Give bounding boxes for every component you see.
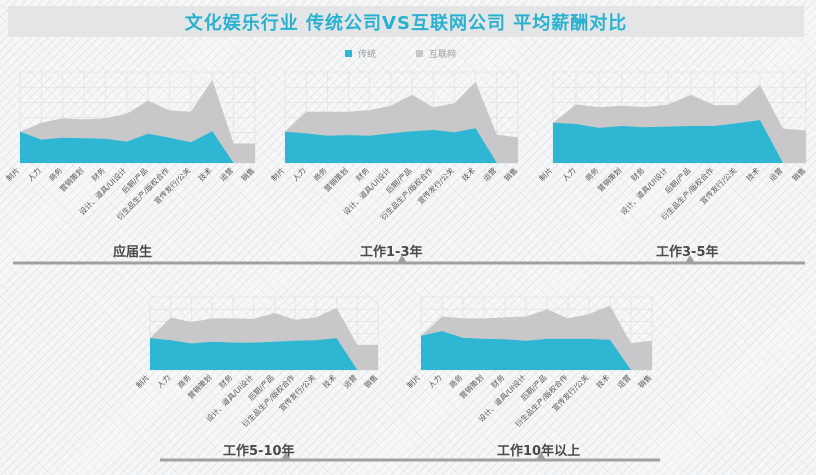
timeline-marker-10plus	[536, 452, 546, 460]
tick-label: 运营	[615, 372, 633, 390]
period-label-1-3: 工作1-3年	[360, 245, 423, 260]
title-bar: 文化娱乐行业 传统公司VS互联网公司 平均薪酬对比	[8, 6, 804, 37]
period-label-5-10: 工作5-10年	[223, 444, 295, 459]
series-area-traditional	[553, 120, 806, 163]
legend-item-internet: 互联网	[416, 47, 456, 60]
legend-item-traditional: 传统	[345, 47, 376, 60]
legend-label-internet: 互联网	[429, 50, 457, 60]
legend-swatch-traditional	[345, 50, 352, 57]
tick-label: 财务	[489, 372, 507, 390]
series-area-traditional	[150, 338, 378, 370]
series-area-traditional	[285, 128, 518, 163]
legend: 传统 互联网	[345, 47, 456, 60]
period-label-3-5: 工作3-5年	[656, 245, 719, 260]
period-label-10plus: 工作10年以上	[497, 444, 581, 459]
period-label-fresh: 应届生	[113, 245, 153, 260]
page-title: 文化娱乐行业 传统公司VS互联网公司 平均薪酬对比	[184, 12, 628, 34]
timeline-marker-1-3	[397, 255, 407, 263]
tick-label: 技术	[594, 372, 612, 390]
timeline-marker-3-5	[685, 255, 695, 263]
tick-label: 销售	[636, 372, 654, 390]
legend-label-traditional: 传统	[358, 50, 377, 60]
timeline-marker-5-10	[281, 452, 291, 460]
tick-label: 制片	[405, 372, 423, 390]
legend-swatch-internet	[416, 50, 424, 57]
series-area-traditional	[20, 131, 255, 163]
tick-label: 人力	[426, 372, 444, 390]
series-area-traditional	[421, 331, 652, 370]
tick-label: 商务	[447, 372, 465, 390]
